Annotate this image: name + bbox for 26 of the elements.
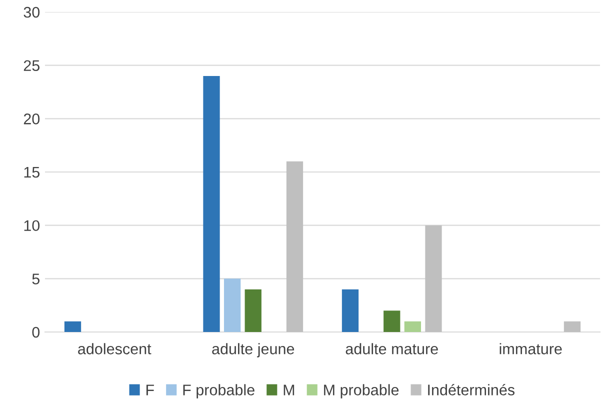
- y-tick-label: 20: [24, 114, 40, 124]
- y-tick-label: 10: [24, 220, 40, 232]
- y-tick-label: 5: [32, 274, 40, 284]
- legend-label: F: [146, 384, 154, 396]
- x-tick-label: adolescent: [78, 343, 152, 354]
- x-tick-label: adulte mature: [346, 343, 438, 354]
- bar: [342, 289, 359, 332]
- x-tick-label: immature: [500, 343, 562, 354]
- bar: [244, 289, 262, 332]
- y-tick-label: 0: [32, 326, 40, 338]
- y-tick-label: 25: [24, 60, 40, 72]
- bar: [224, 278, 241, 332]
- y-tick-label: 30: [24, 6, 40, 18]
- legend-label: F probable: [183, 384, 254, 398]
- x-tick-label: adulte jeune: [212, 343, 294, 358]
- bar: [64, 321, 82, 332]
- bar: [425, 225, 442, 332]
- legend-label: Indéterminés: [428, 384, 515, 396]
- bar: [286, 161, 304, 332]
- y-tick-label: 15: [24, 167, 40, 178]
- bar: [203, 76, 220, 332]
- bar: [564, 321, 581, 332]
- bar: [384, 310, 400, 332]
- legend-label: M: [284, 384, 294, 396]
- legend-label: M probable: [324, 384, 399, 398]
- bar: [404, 321, 422, 332]
